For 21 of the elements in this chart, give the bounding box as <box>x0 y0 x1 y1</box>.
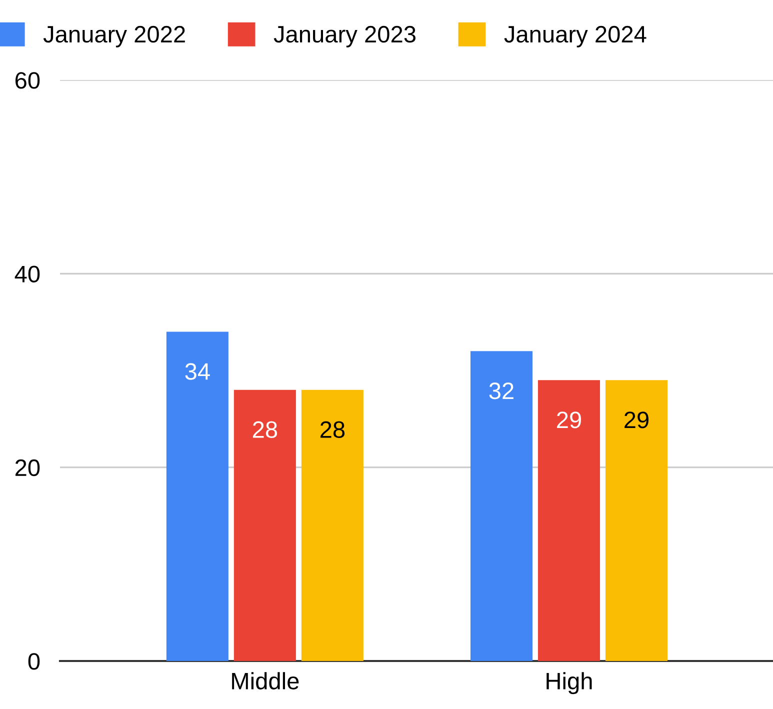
x-tick-label: High <box>546 672 592 694</box>
data-label: 29 <box>557 412 581 428</box>
bar <box>234 390 296 661</box>
bar <box>470 351 532 661</box>
legend-label: January 2022 <box>43 26 185 48</box>
x-tick-label: Middle <box>232 672 299 690</box>
y-tick-label: 0 <box>28 653 40 670</box>
bar <box>301 390 364 661</box>
data-label: 32 <box>489 382 514 400</box>
data-label: 28 <box>252 421 278 438</box>
bar <box>166 332 228 661</box>
data-label: 34 <box>185 363 210 380</box>
data-label: 28 <box>320 421 345 438</box>
bar <box>605 380 668 661</box>
y-tick-label: 40 <box>14 266 40 282</box>
legend-label: January 2023 <box>274 26 416 48</box>
y-tick-label: 20 <box>15 459 40 476</box>
legend-label: January 2024 <box>504 26 646 48</box>
bar <box>538 380 600 661</box>
data-label: 29 <box>624 412 648 428</box>
y-tick-label: 60 <box>15 72 40 89</box>
